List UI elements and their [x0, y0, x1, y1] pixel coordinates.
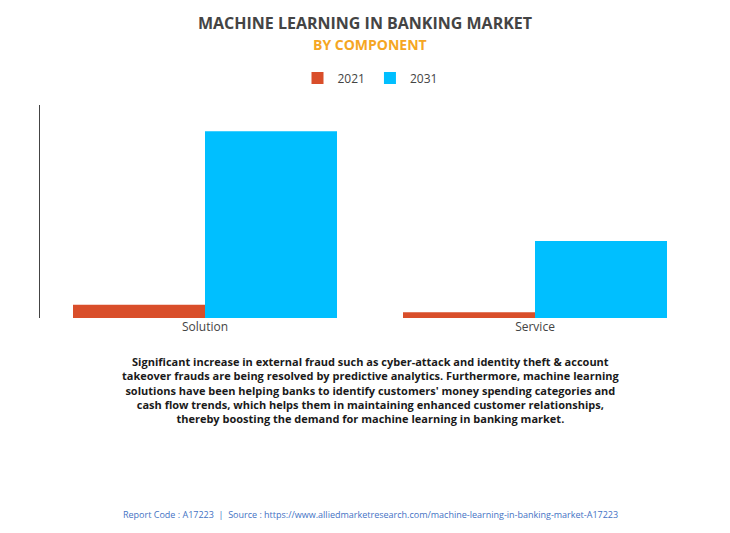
svg-text:BY COMPONENT: BY COMPONENT [313, 35, 427, 54]
svg-text:Solution: Solution [182, 318, 228, 335]
svg-text:MACHINE LEARNING IN BANKING MA: MACHINE LEARNING IN BANKING MARKET [198, 12, 532, 34]
svg-text:Service: Service [515, 318, 555, 335]
svg-text:2021: 2021 [338, 70, 365, 87]
svg-text:Significant increase in extern: Significant increase in external fraud s… [122, 354, 619, 426]
svg-text:2031: 2031 [410, 70, 437, 87]
svg-text:Report Code : A17223 | Sourc: Report Code : A17223 | Source : https://… [123, 508, 618, 521]
